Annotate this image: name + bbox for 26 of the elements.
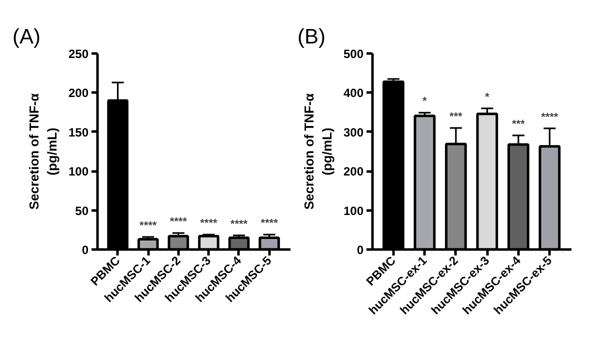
y-tick-label: 0 <box>82 243 89 257</box>
annotation: * <box>485 91 490 104</box>
chart-title: (B) <box>298 26 326 48</box>
y-tick-label: 50 <box>75 204 89 218</box>
y-tick-label: 300 <box>343 125 364 140</box>
y-tick-label: 200 <box>343 164 364 179</box>
y-tick-label: 400 <box>343 86 364 100</box>
y-axis-title: Secretion of TNF-α (pg/mL) <box>26 93 60 210</box>
y-tick-label: 250 <box>68 47 89 61</box>
annotation: * <box>422 96 428 108</box>
annotation: **** <box>230 218 248 230</box>
annotation: *** <box>512 118 526 130</box>
annotation: **** <box>541 111 559 124</box>
y-tick-label: 100 <box>343 204 364 218</box>
annotation: **** <box>170 216 188 228</box>
y-tick-label: 100 <box>68 164 89 179</box>
y-tick-label: 500 <box>343 47 364 61</box>
y-tick-label: 0 <box>356 243 364 257</box>
annotation: **** <box>140 220 158 232</box>
chart-title: (A) <box>12 26 40 48</box>
annotation: *** <box>449 110 464 123</box>
annotation: **** <box>260 218 279 230</box>
annotation: **** <box>200 218 218 230</box>
y-axis-title: Secretion of TNF-α (pg/mL) <box>301 93 334 210</box>
y-tick-label: 150 <box>68 125 89 140</box>
y-tick-label: 200 <box>68 86 89 100</box>
